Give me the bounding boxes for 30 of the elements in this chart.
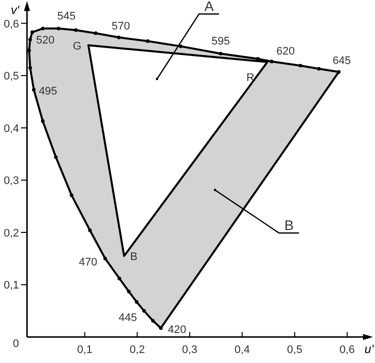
- annotation: A: [204, 0, 214, 14]
- annotation: 470: [78, 256, 98, 269]
- annotation: 570: [112, 20, 130, 32]
- x-tick-label: 0,5: [287, 344, 302, 356]
- annotation: 545: [57, 10, 76, 23]
- annotation: 495: [38, 86, 58, 98]
- y-tick-label: 0,2: [4, 227, 19, 240]
- x-tick-label: 0,6: [340, 344, 355, 356]
- y-axis-title: v': [10, 3, 20, 17]
- annotation: B: [130, 250, 138, 263]
- x-tick-label: 0,4: [234, 344, 250, 356]
- annotation: 520: [36, 34, 55, 47]
- annotation: 645: [332, 54, 351, 67]
- y-tick-label: 0,4: [4, 122, 19, 135]
- x-tick-label: 0,2: [130, 344, 145, 356]
- x-tick-label: 0,1: [77, 344, 92, 356]
- annotation: 620: [276, 45, 295, 58]
- x-axis-title: u': [364, 342, 374, 356]
- annotation: R: [246, 72, 254, 84]
- y-tick-label: 0,1: [4, 280, 19, 292]
- y-tick-label: 0,6: [4, 18, 19, 30]
- annotation: G: [72, 40, 82, 52]
- y-tick-label: 0: [12, 338, 19, 350]
- y-tick-label: 0,3: [4, 175, 19, 188]
- y-tick-label: 0,5: [4, 70, 19, 83]
- x-tick-label: 0,3: [182, 344, 198, 356]
- annotation: 445: [118, 312, 138, 324]
- annotation: B: [284, 217, 294, 233]
- annotation: 595: [211, 36, 230, 48]
- annotation: 420: [168, 324, 186, 336]
